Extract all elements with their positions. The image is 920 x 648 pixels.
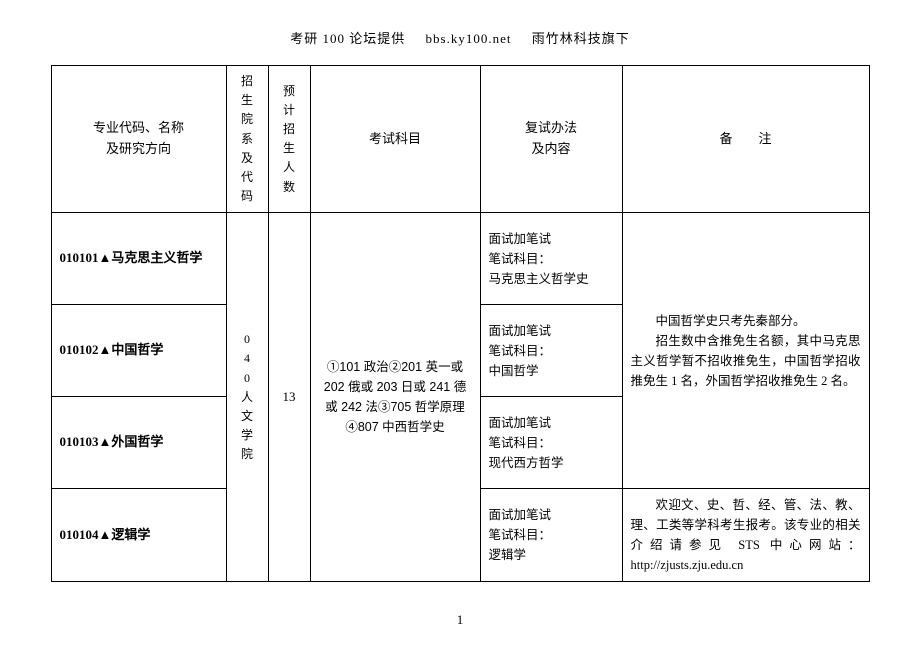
header-url: bbs.ky100.net xyxy=(426,31,512,47)
count-cell: 13 xyxy=(268,213,310,582)
col-header-exam: 考试科目 xyxy=(310,66,480,213)
retest-cell: 面试加笔试 笔试科目： 现代西方哲学 xyxy=(480,397,622,489)
major-cell: 010101▲马克思主义哲学 xyxy=(51,213,226,305)
exam-cell: ①101 政治②201 英一或 202 俄或 203 日或 241 德或 242… xyxy=(310,213,480,582)
major-cell: 010102▲中国哲学 xyxy=(51,305,226,397)
col-header-dept: 招生院系及代码 xyxy=(226,66,268,213)
major-name: 中国哲学 xyxy=(111,342,163,357)
header-brand: 雨竹林科技旗下 xyxy=(532,28,630,47)
retest-cell: 面试加笔试 笔试科目： 马克思主义哲学史 xyxy=(480,213,622,305)
major-code: 010101 xyxy=(60,250,99,265)
table-header-row: 专业代码、名称及研究方向 招生院系及代码 预计招生人数 考试科目 复试办法及内容… xyxy=(51,66,869,213)
triangle-icon: ▲ xyxy=(99,434,112,449)
col-header-note: 备 注 xyxy=(622,66,869,213)
triangle-icon: ▲ xyxy=(99,250,112,265)
major-name: 外国哲学 xyxy=(111,434,163,449)
col-header-major: 专业代码、名称及研究方向 xyxy=(51,66,226,213)
major-code: 010103 xyxy=(60,434,99,449)
note-cell-top: 中国哲学史只考先秦部分。 招生数中含推免生名额，其中马克思主义哲学暂不招收推免生… xyxy=(622,213,869,489)
major-cell: 010104▲逻辑学 xyxy=(51,489,226,582)
table-row: 010101▲马克思主义哲学 040人文学院 13 ①101 政治②201 英一… xyxy=(51,213,869,305)
page-number: 1 xyxy=(0,612,920,628)
major-name: 逻辑学 xyxy=(111,527,150,542)
triangle-icon: ▲ xyxy=(99,342,112,357)
major-cell: 010103▲外国哲学 xyxy=(51,397,226,489)
admissions-table: 专业代码、名称及研究方向 招生院系及代码 预计招生人数 考试科目 复试办法及内容… xyxy=(51,65,870,582)
dept-cell: 040人文学院 xyxy=(226,213,268,582)
triangle-icon: ▲ xyxy=(99,527,112,542)
retest-cell: 面试加笔试 笔试科目： 逻辑学 xyxy=(480,489,622,582)
page-header: 考研 100 论坛提供 bbs.ky100.net 雨竹林科技旗下 xyxy=(0,0,920,65)
col-header-retest: 复试办法及内容 xyxy=(480,66,622,213)
retest-cell: 面试加笔试 笔试科目： 中国哲学 xyxy=(480,305,622,397)
major-code: 010102 xyxy=(60,342,99,357)
major-name: 马克思主义哲学 xyxy=(111,250,202,265)
note-cell-bottom: 欢迎文、史、哲、经、管、法、教、理、工类等学科考生报考。该专业的相关介绍请参见 … xyxy=(622,489,869,582)
col-header-count: 预计招生人数 xyxy=(268,66,310,213)
major-code: 010104 xyxy=(60,527,99,542)
header-source: 考研 100 论坛提供 xyxy=(290,28,405,47)
